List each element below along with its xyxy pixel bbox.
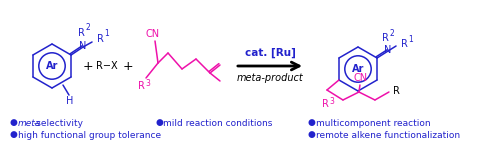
Text: ●: ● (155, 118, 163, 127)
Text: -selectivity: -selectivity (33, 118, 83, 127)
Text: R: R (138, 81, 144, 91)
Text: ●: ● (10, 131, 18, 139)
Text: 2: 2 (390, 28, 394, 38)
Text: R−X: R−X (96, 61, 118, 71)
Text: H: H (66, 96, 73, 106)
Text: N: N (384, 45, 392, 55)
Text: ●: ● (10, 118, 18, 127)
Text: 3: 3 (146, 80, 150, 89)
Text: Ar: Ar (352, 64, 364, 74)
Text: remote alkene functionalization: remote alkene functionalization (316, 131, 460, 139)
Text: N: N (80, 41, 86, 51)
Text: CN: CN (146, 29, 160, 39)
Text: +: + (122, 60, 134, 72)
Text: R: R (96, 34, 103, 44)
Text: ●: ● (308, 118, 316, 127)
Text: Ar: Ar (46, 61, 58, 71)
Text: R: R (322, 99, 328, 109)
Text: R: R (400, 39, 407, 49)
Text: 3: 3 (330, 97, 334, 106)
Text: meta-product: meta-product (236, 73, 304, 83)
Text: R: R (382, 33, 388, 43)
Text: cat. [Ru]: cat. [Ru] (244, 48, 296, 58)
Text: meta: meta (18, 118, 41, 127)
Text: 1: 1 (408, 35, 414, 44)
Text: R: R (78, 28, 84, 38)
Text: mild reaction conditions: mild reaction conditions (163, 118, 272, 127)
Text: CN: CN (354, 73, 368, 83)
Text: 1: 1 (104, 29, 110, 38)
Text: high functional group tolerance: high functional group tolerance (18, 131, 161, 139)
Text: multicomponent reaction: multicomponent reaction (316, 118, 430, 127)
Text: +: + (82, 60, 94, 72)
Text: ●: ● (308, 131, 316, 139)
Text: 2: 2 (86, 24, 90, 32)
Text: R: R (392, 86, 400, 96)
